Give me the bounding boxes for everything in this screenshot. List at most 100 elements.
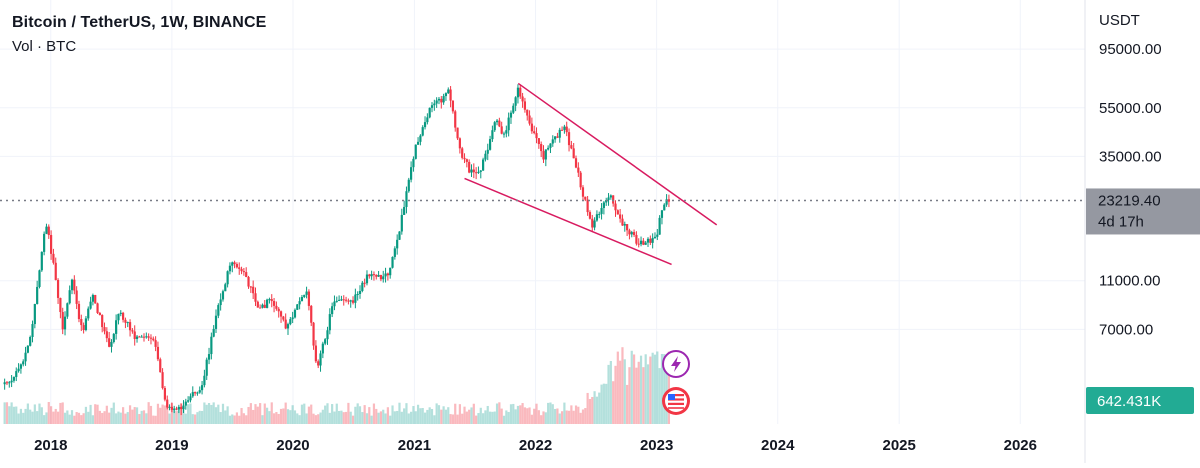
volume-bar (263, 403, 266, 424)
volume-bar (482, 413, 485, 424)
candle-body (161, 372, 164, 389)
volume-bar (270, 402, 273, 424)
candle-body (509, 112, 513, 118)
volume-bar (131, 409, 134, 424)
volume-bar (584, 408, 587, 424)
chart-legend[interactable]: Bitcoin / TetherUS, 1W, BINANCE Vol · BT… (12, 14, 266, 55)
candle-body (560, 129, 564, 131)
candle-body (12, 377, 16, 381)
volume-bar (442, 406, 445, 424)
volume-bar (231, 414, 234, 424)
us-flag-icon[interactable] (662, 387, 690, 415)
volume-bar (56, 411, 60, 424)
volume-legend[interactable]: Vol · BTC (12, 38, 77, 55)
candle-body (609, 195, 612, 198)
candle-body (354, 294, 357, 303)
candle-body (656, 234, 659, 237)
time-axis[interactable]: 2018 2019 2020 2021 2022 2023 2024 2025 2026 (34, 437, 1037, 454)
x-tick-label: 2026 (1004, 437, 1037, 454)
volume-bar (358, 406, 362, 424)
candle-body (68, 290, 71, 304)
candle-body (212, 328, 215, 337)
trendline-lower[interactable] (464, 177, 672, 266)
candle-body (300, 297, 304, 302)
volume-bar (198, 410, 201, 424)
candle-body (117, 313, 120, 321)
volume-bar (667, 351, 671, 424)
volume-bar (89, 404, 92, 424)
volume-bar (310, 404, 313, 424)
candle-body (454, 111, 457, 128)
volume-bar (300, 404, 304, 424)
candle-body (256, 301, 259, 308)
price-axis[interactable]: USDT 95000.00 55000.00 35000.00 11000.00 7000… (1099, 12, 1162, 338)
trendlines[interactable] (464, 82, 718, 266)
volume-bar (84, 406, 88, 424)
candle-body (187, 400, 190, 402)
candle-body (614, 203, 617, 211)
volume-bar (303, 403, 306, 424)
volume-bar (479, 407, 482, 424)
candle-body (207, 354, 211, 360)
candle-body (465, 159, 468, 162)
volume-bar (314, 415, 317, 424)
volume-bar (112, 402, 115, 424)
candle-body (124, 319, 127, 323)
volume-bar (416, 404, 420, 424)
volume-bar (212, 402, 215, 424)
candle-body (405, 191, 408, 207)
volume-bar (335, 403, 338, 424)
volume-bar (347, 402, 350, 424)
lightning-icon[interactable] (662, 350, 690, 378)
volume-bar (94, 404, 97, 424)
candle-body (440, 98, 443, 103)
volume-bar (519, 405, 522, 424)
candle-body (358, 290, 362, 294)
volume-bar (29, 409, 32, 424)
candle-body (549, 143, 552, 148)
candle-body (396, 239, 399, 249)
candle-body (277, 308, 280, 312)
symbol-title[interactable]: Bitcoin / TetherUS, 1W, BINANCE (12, 14, 267, 31)
volume-bar (235, 412, 239, 424)
candle-body (38, 270, 41, 287)
candle-body (240, 268, 243, 272)
candle-body (17, 368, 20, 372)
volume-bar (542, 411, 545, 424)
candle-body (551, 139, 554, 144)
volume-bar (142, 410, 146, 424)
candle-body (500, 126, 503, 134)
volume-bar (537, 410, 540, 424)
volume-bar (407, 413, 410, 424)
candle-body (47, 226, 50, 236)
volume-bar (456, 414, 459, 424)
candle-body (502, 133, 506, 135)
candle-body (347, 300, 350, 302)
volume-bar (426, 409, 429, 424)
volume-bar (630, 350, 633, 424)
volume-bar (607, 364, 610, 424)
candle-body (10, 380, 13, 383)
volume-bar (331, 404, 334, 424)
candle-body (621, 218, 624, 226)
candle-body (247, 277, 250, 287)
volume-bar (338, 410, 341, 424)
candle-body (112, 333, 115, 343)
volume-bar (440, 409, 443, 424)
volume-bar (277, 413, 280, 424)
candle-body (80, 319, 83, 326)
candle-body (284, 319, 287, 329)
candle-body (482, 159, 485, 171)
candle-body (512, 105, 515, 113)
candle-body (289, 319, 292, 325)
candle-body (87, 308, 90, 319)
candle-body (96, 303, 99, 313)
volume-bar (512, 403, 515, 424)
candle-body (375, 274, 378, 277)
candle-body (547, 147, 550, 150)
volume-bar (646, 364, 650, 424)
trendline-upper[interactable] (517, 82, 718, 226)
candle-body (528, 115, 531, 124)
